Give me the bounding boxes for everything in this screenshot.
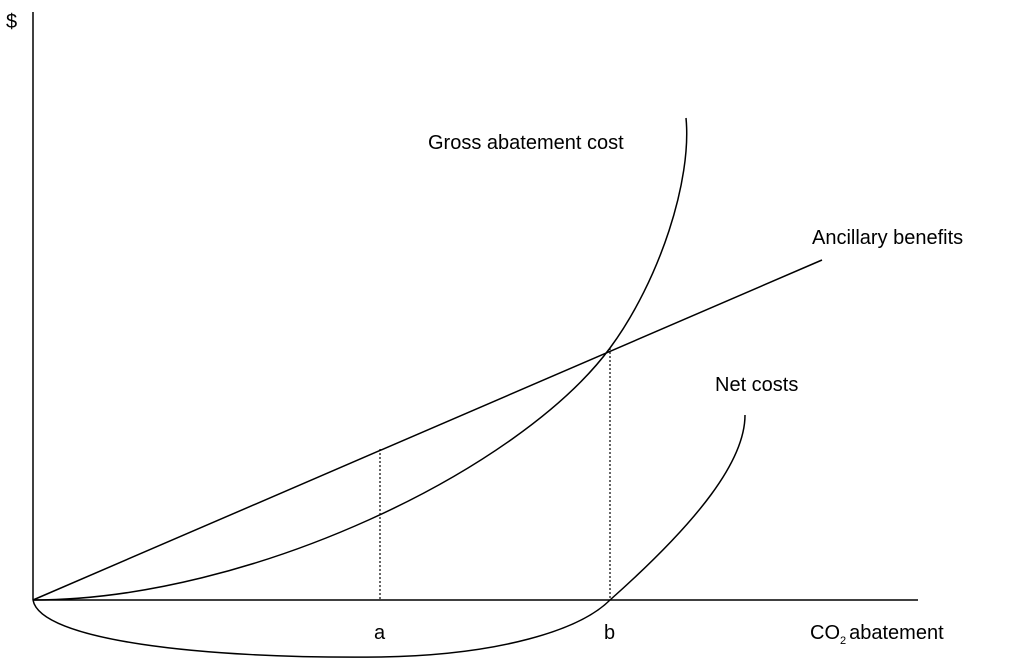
ancillary-line — [32, 259, 823, 601]
net-curve — [32, 414, 746, 658]
gross-curve — [32, 117, 688, 601]
x-axis-label-rest: abatement — [849, 622, 944, 644]
x-axis-label: CO2 abatement — [810, 622, 944, 647]
curve-label: Net costs — [715, 374, 798, 396]
point-label: b — [604, 622, 615, 644]
curve-label: Gross abatement cost — [428, 132, 624, 154]
point-label: a — [374, 622, 386, 644]
y-axis-label: $ — [6, 11, 17, 33]
curve-label: Ancillary benefits — [812, 227, 963, 249]
x-axis-label-main: CO — [810, 622, 840, 644]
x-axis-label-sub: 2 — [840, 635, 846, 647]
